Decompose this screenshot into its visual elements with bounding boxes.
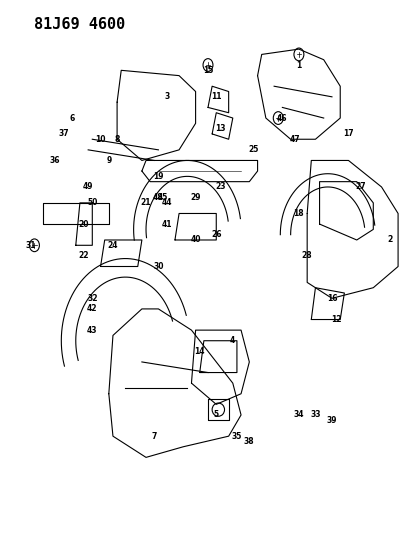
Text: 8: 8 <box>114 135 120 144</box>
Text: 47: 47 <box>290 135 300 144</box>
Text: 27: 27 <box>356 182 366 191</box>
Text: 44: 44 <box>161 198 172 207</box>
Text: 19: 19 <box>153 172 163 181</box>
Text: 7: 7 <box>151 432 157 441</box>
Text: 6: 6 <box>69 114 74 123</box>
Text: 31: 31 <box>25 241 35 250</box>
Text: 12: 12 <box>331 315 342 324</box>
Text: 48: 48 <box>153 193 164 202</box>
Text: 37: 37 <box>58 130 69 139</box>
Text: 33: 33 <box>310 410 321 419</box>
Text: 35: 35 <box>232 432 242 441</box>
Text: 28: 28 <box>302 252 312 261</box>
Text: 21: 21 <box>141 198 151 207</box>
Text: 20: 20 <box>79 220 89 229</box>
Text: 2: 2 <box>387 236 392 245</box>
Text: 49: 49 <box>83 182 94 191</box>
Text: 17: 17 <box>343 130 354 139</box>
Text: 38: 38 <box>244 437 255 446</box>
Text: 29: 29 <box>191 193 201 202</box>
Text: 3: 3 <box>164 92 169 101</box>
Text: 9: 9 <box>106 156 111 165</box>
Text: 34: 34 <box>294 410 304 419</box>
Text: 23: 23 <box>215 182 225 191</box>
Text: 32: 32 <box>87 294 97 303</box>
Text: 11: 11 <box>211 92 221 101</box>
Text: 15: 15 <box>203 66 213 75</box>
Text: 26: 26 <box>211 230 221 239</box>
Text: 10: 10 <box>95 135 106 144</box>
Text: 1: 1 <box>296 61 302 69</box>
Text: 50: 50 <box>87 198 97 207</box>
Text: 4: 4 <box>230 336 235 345</box>
Text: 25: 25 <box>248 146 259 155</box>
Text: 16: 16 <box>327 294 337 303</box>
Text: 42: 42 <box>87 304 97 313</box>
Text: 22: 22 <box>79 252 89 261</box>
Text: 41: 41 <box>161 220 172 229</box>
Text: 40: 40 <box>191 236 201 245</box>
Text: 36: 36 <box>50 156 60 165</box>
Text: 5: 5 <box>214 410 219 419</box>
Text: 13: 13 <box>215 124 225 133</box>
Text: 18: 18 <box>294 209 304 218</box>
Text: 46: 46 <box>277 114 287 123</box>
Text: 39: 39 <box>327 416 337 425</box>
Text: 30: 30 <box>153 262 163 271</box>
Text: 45: 45 <box>157 193 168 202</box>
Text: 81J69 4600: 81J69 4600 <box>35 17 126 33</box>
Text: 43: 43 <box>87 326 97 335</box>
Text: 14: 14 <box>195 347 205 356</box>
Text: 24: 24 <box>108 241 118 250</box>
